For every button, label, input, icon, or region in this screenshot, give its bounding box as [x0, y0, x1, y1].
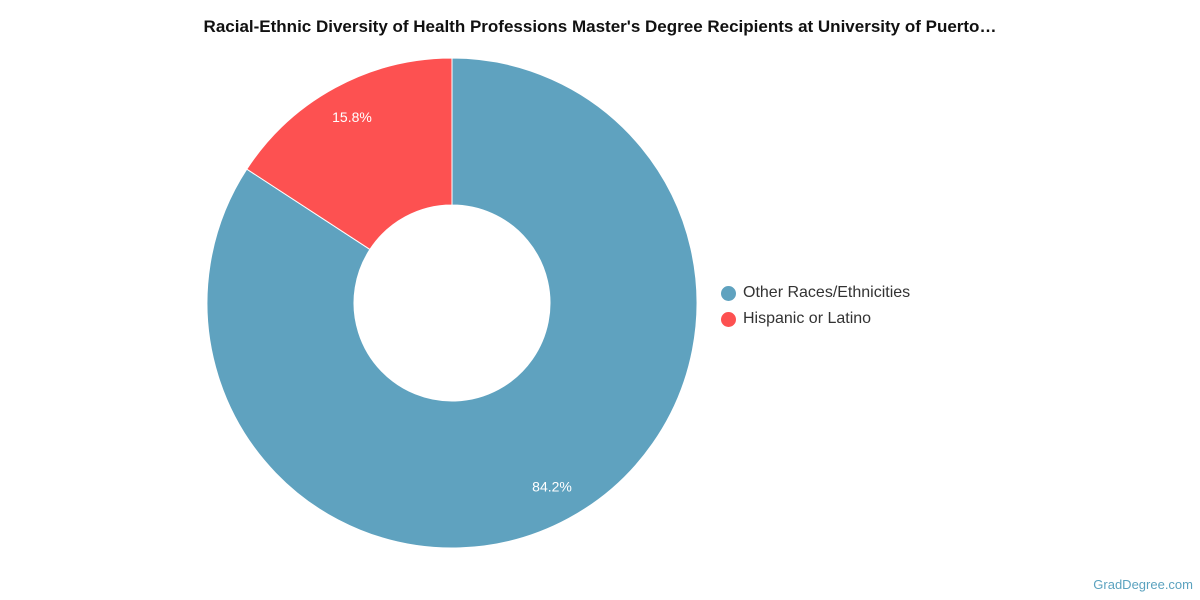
legend-label-hispanic-latino: Hispanic or Latino: [743, 310, 872, 327]
chart-title: Racial-Ethnic Diversity of Health Profes…: [203, 17, 997, 36]
legend-swatch-hispanic-latino: [721, 311, 736, 327]
donut-slice-labels: 84.2% 15.8%: [332, 109, 572, 494]
slice-label-hispanic-latino: 15.8%: [332, 109, 372, 125]
source-credit-link[interactable]: GradDegree.com: [1093, 577, 1193, 592]
donut-slices: [206, 57, 698, 549]
legend-swatch-other-races: [721, 285, 736, 301]
legend-item-hispanic-latino[interactable]: Hispanic or Latino: [721, 306, 910, 332]
legend: Other Races/Ethnicities Hispanic or Lati…: [721, 280, 910, 332]
legend-label-other-races: Other Races/Ethnicities: [743, 284, 911, 301]
legend-item-other-races[interactable]: Other Races/Ethnicities: [721, 280, 910, 306]
donut-slice-other-races[interactable]: [206, 57, 698, 549]
donut-slice-hispanic-latino[interactable]: [246, 57, 453, 251]
slice-label-other-races: 84.2%: [532, 478, 572, 494]
